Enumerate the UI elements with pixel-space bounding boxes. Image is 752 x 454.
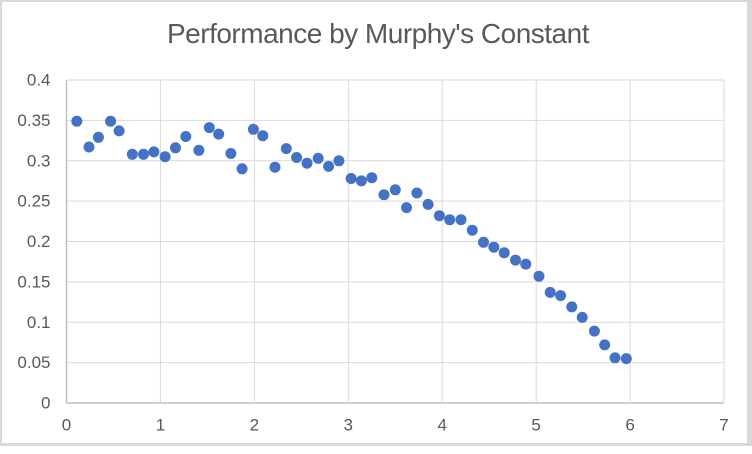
data-point (411, 187, 423, 199)
data-point (455, 214, 467, 226)
x-tick-label: 1 (156, 416, 165, 435)
data-point (257, 130, 269, 142)
data-point (389, 184, 401, 196)
data-point (466, 224, 478, 236)
chart-title: Performance by Murphy's Constant (167, 18, 589, 49)
data-point (193, 144, 205, 156)
data-point (126, 148, 138, 160)
data-point (620, 353, 632, 365)
data-point (566, 301, 578, 313)
data-point (83, 141, 95, 153)
data-point (312, 152, 324, 164)
data-point (588, 325, 600, 337)
data-point (213, 128, 225, 140)
data-point (520, 258, 532, 270)
data-point (478, 236, 489, 248)
data-point (488, 241, 500, 253)
data-point (180, 131, 192, 142)
y-tick-label: 0.1 (27, 313, 51, 332)
data-point (433, 210, 445, 222)
x-tick-label: 6 (625, 416, 634, 435)
data-point (544, 286, 556, 298)
y-tick-label: 0.35 (17, 111, 50, 130)
data-point (92, 131, 104, 143)
data-point (236, 163, 248, 175)
data-point (555, 290, 567, 302)
x-tick-label: 2 (250, 416, 259, 435)
x-tick-label: 7 (719, 416, 728, 435)
data-point (401, 202, 412, 214)
data-point (113, 125, 125, 137)
data-point (159, 151, 171, 163)
data-point (444, 214, 456, 226)
y-tick-label: 0 (41, 394, 50, 413)
x-tick-label: 4 (437, 416, 446, 435)
y-tick-label: 0.4 (27, 71, 51, 90)
data-point (510, 254, 521, 266)
data-point (323, 160, 335, 172)
data-point (533, 270, 545, 282)
data-point (378, 189, 390, 201)
data-point (422, 198, 434, 210)
y-tick-label: 0.2 (27, 232, 51, 251)
y-tick-label: 0.05 (17, 353, 50, 372)
data-point (366, 172, 378, 184)
data-point (498, 247, 510, 259)
data-point (105, 115, 117, 127)
data-point (280, 143, 292, 155)
x-tick-label: 3 (344, 416, 353, 435)
data-point (247, 123, 259, 135)
x-tick-label: 5 (531, 416, 540, 435)
data-point (345, 173, 357, 184)
data-point (148, 146, 160, 158)
x-tick-label: 0 (62, 416, 71, 435)
data-point (71, 115, 83, 127)
data-point (599, 339, 611, 351)
data-point (333, 155, 345, 167)
data-point (170, 142, 181, 154)
data-point (225, 148, 237, 159)
data-point (138, 148, 149, 160)
data-point (269, 161, 281, 173)
data-point (576, 311, 588, 323)
data-point (609, 352, 621, 364)
data-point (291, 152, 303, 163)
data-point (203, 122, 215, 134)
data-point (301, 157, 313, 169)
data-point (355, 175, 367, 187)
y-tick-label: 0.25 (17, 192, 50, 211)
y-tick-label: 0.15 (17, 272, 50, 291)
y-tick-label: 0.3 (27, 151, 51, 170)
